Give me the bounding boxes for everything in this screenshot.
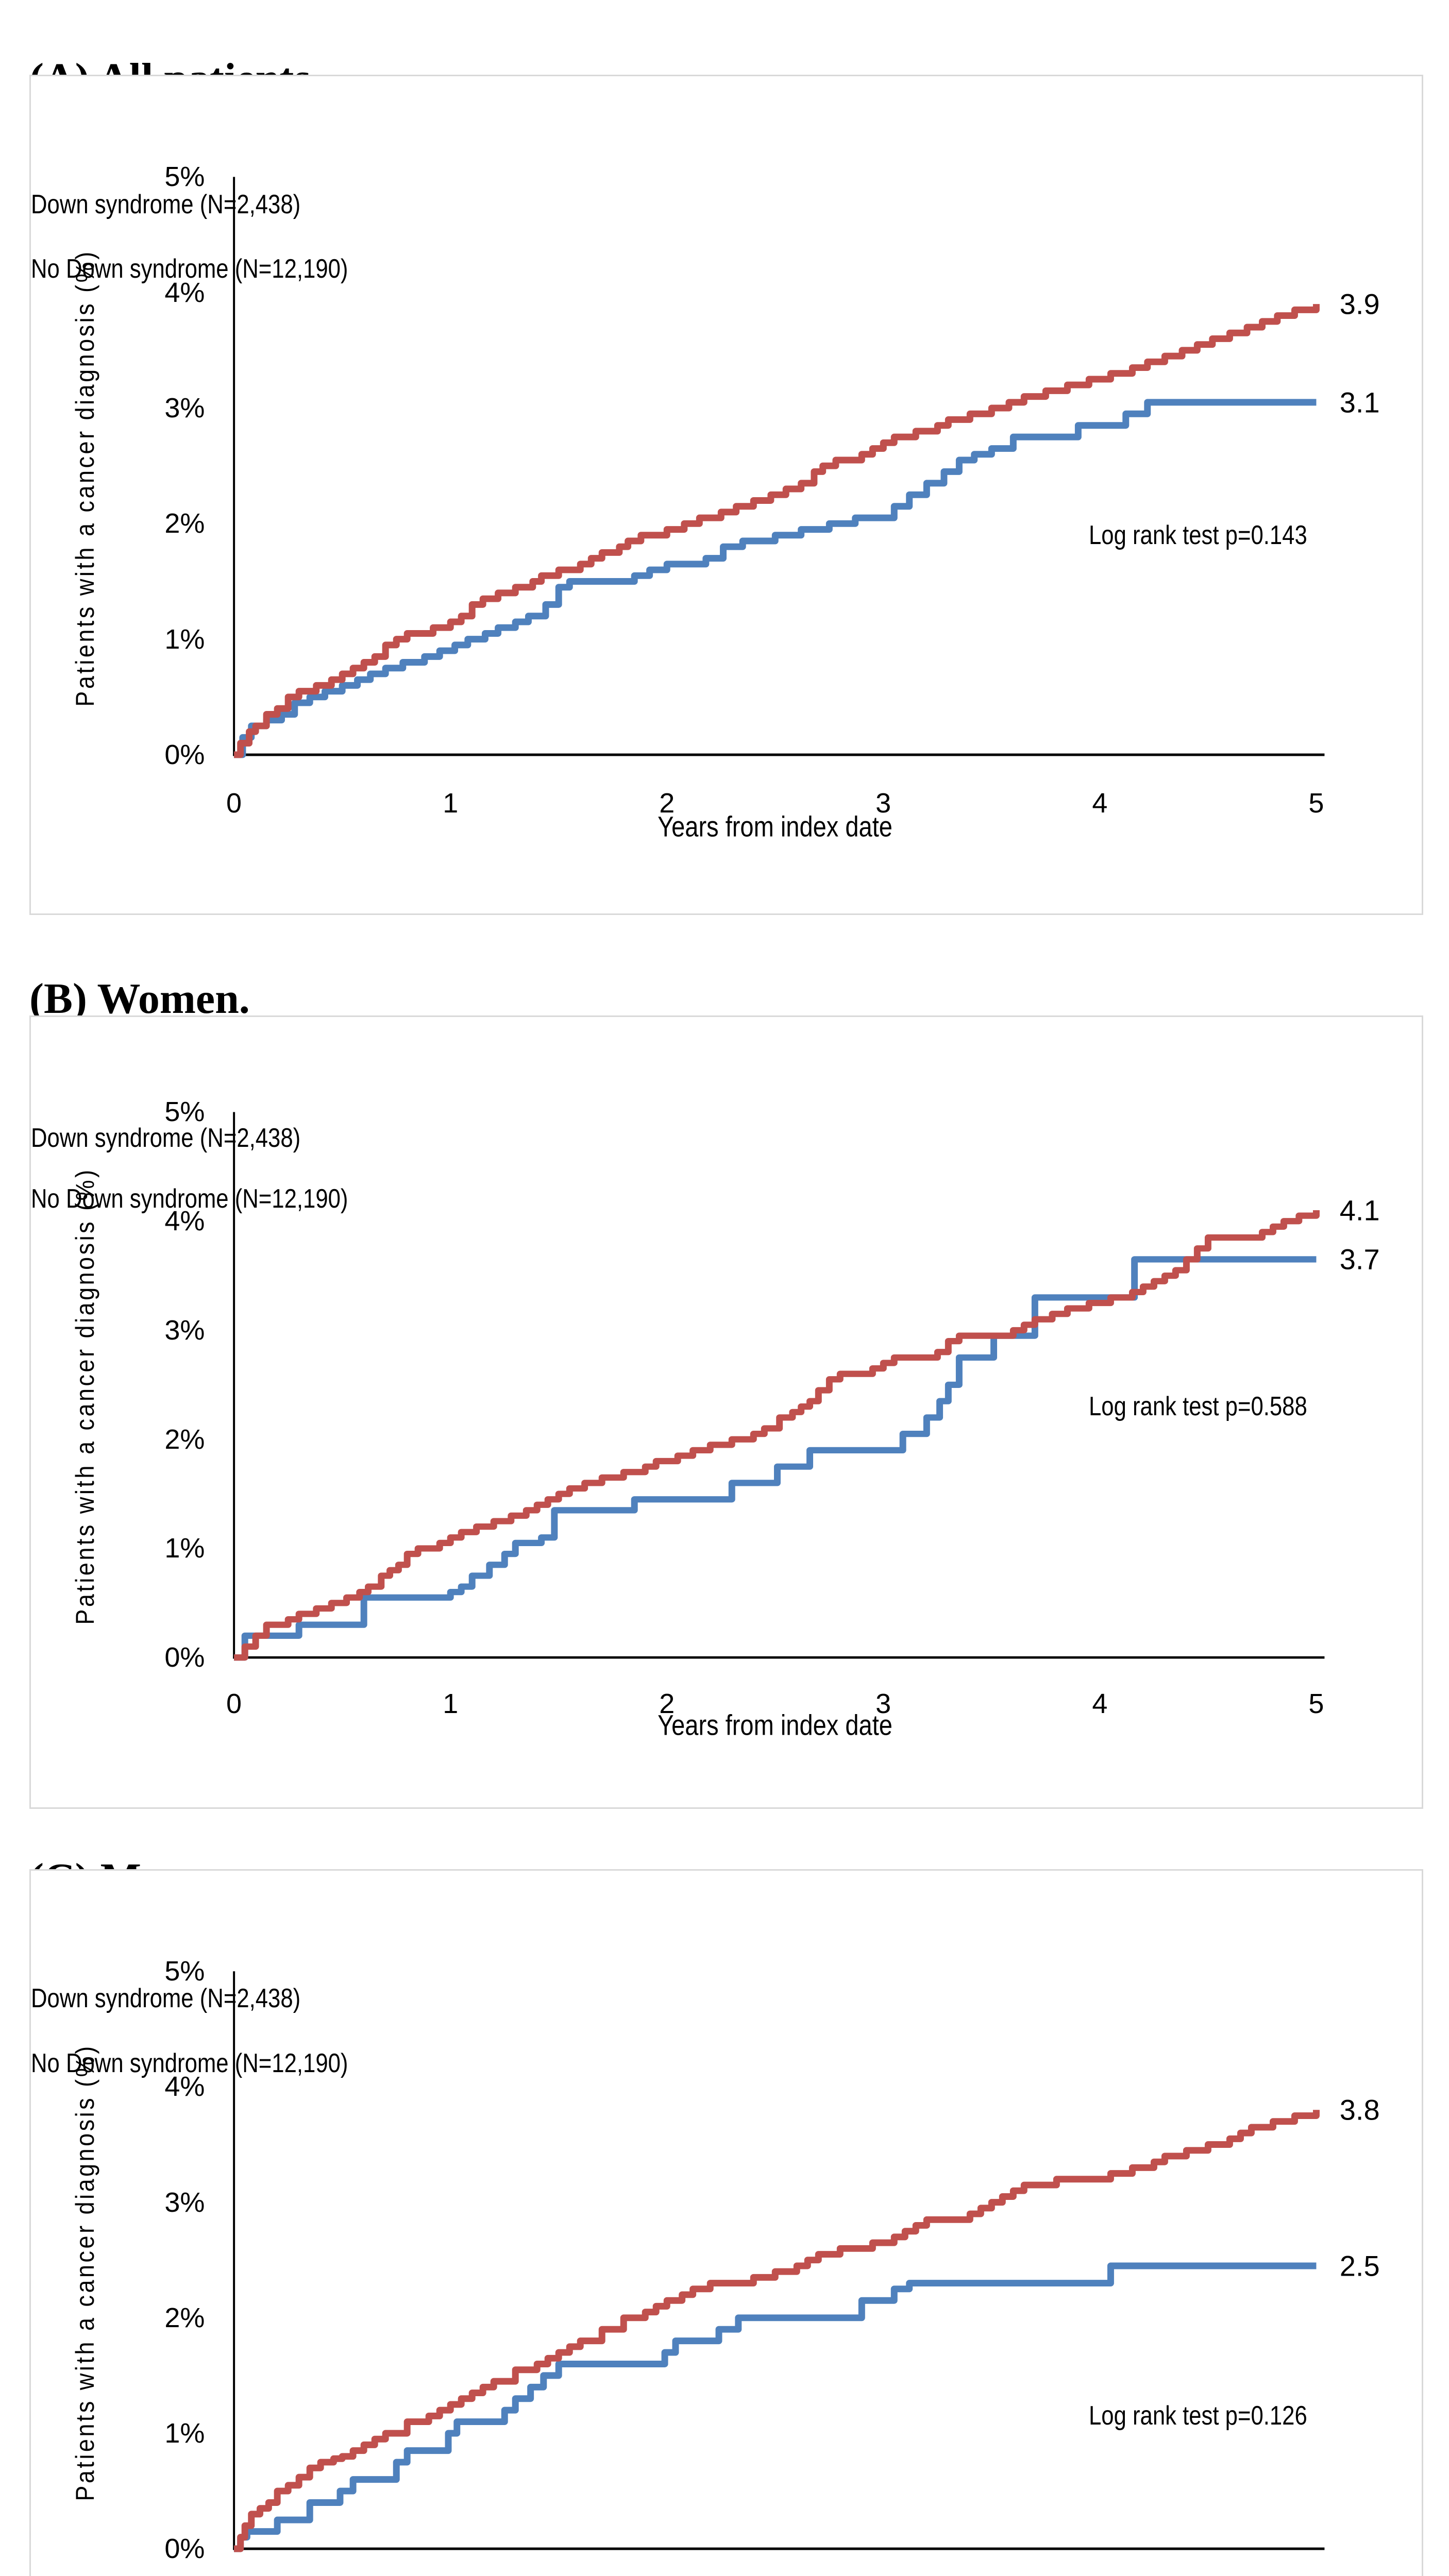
y-tick-label: 0% (164, 2533, 205, 2565)
x-tick-label: 2 (659, 787, 675, 819)
y-tick-label: 1% (164, 2417, 205, 2449)
y-tick-label: 2% (164, 2302, 205, 2333)
x-axis-title: Years from index date (658, 810, 892, 843)
x-tick-label: 3 (875, 1688, 891, 1720)
series-line-down-syndrome (234, 1256, 1317, 1661)
series-line-down-syndrome (234, 399, 1317, 758)
y-tick-label: 5% (164, 161, 205, 193)
x-tick-label: 4 (1092, 787, 1108, 819)
x-tick-label: 2 (659, 1688, 675, 1720)
x-axis-title: Years from index date (658, 1708, 892, 1741)
y-tick-label: 2% (164, 1423, 205, 1455)
y-tick-label: 3% (164, 392, 205, 423)
x-tick-label: 5 (1308, 787, 1324, 819)
x-tick-label: 0 (226, 1688, 242, 1720)
x-tick-label: 3 (875, 787, 891, 819)
legend-label-down-syndrome: Down syndrome (N=2,438) (31, 1123, 301, 1153)
curves-svg (233, 1112, 1325, 1661)
y-tick-label: 4% (164, 1206, 205, 1237)
panel-a: Patients with a cancer diagnosis (%) 0% … (29, 75, 1423, 915)
legend-label-no-down-syndrome: No Down syndrome (N=12,190) (31, 253, 348, 284)
end-label-down-syndrome: 3.7 (1339, 1243, 1380, 1276)
panel-b: Patients with a cancer diagnosis (%) 0% … (29, 1015, 1423, 1809)
y-tick-label: 4% (164, 277, 205, 308)
end-label-down-syndrome: 3.1 (1339, 386, 1380, 419)
y-tick-label: 2% (164, 508, 205, 539)
y-tick-label: 0% (164, 739, 205, 770)
series-line-down-syndrome (234, 2262, 1317, 2552)
legend-label-down-syndrome: Down syndrome (N=2,438) (31, 189, 301, 219)
y-tick-label: 5% (164, 1956, 205, 1987)
y-tick-label: 4% (164, 2071, 205, 2103)
log-rank-annotation: Log rank test p=0.126 (1089, 2401, 1308, 2431)
log-rank-annotation: Log rank test p=0.588 (1089, 1392, 1308, 1422)
legend-label-no-down-syndrome: No Down syndrome (N=12,190) (31, 1183, 348, 1214)
end-label-down-syndrome: 2.5 (1339, 2249, 1380, 2282)
y-tick-label: 1% (164, 1533, 205, 1564)
y-tick-label: 3% (164, 1314, 205, 1346)
series-line-no-down-syndrome (234, 1210, 1320, 1661)
series-line-no-down-syndrome (234, 304, 1320, 758)
panel-c: Patients with a cancer diagnosis (%) 0% … (29, 1869, 1423, 2576)
y-tick-label: 1% (164, 623, 205, 655)
curves-svg (233, 177, 1325, 758)
y-tick-label: 0% (164, 1642, 205, 1673)
y-tick-label: 3% (164, 2187, 205, 2218)
end-label-no-down-syndrome: 4.1 (1339, 1194, 1380, 1227)
end-label-no-down-syndrome: 3.9 (1339, 287, 1380, 320)
log-rank-annotation: Log rank test p=0.143 (1089, 520, 1308, 550)
x-tick-label: 1 (443, 787, 459, 819)
x-tick-label: 1 (443, 1688, 459, 1720)
legend-label-no-down-syndrome: No Down syndrome (N=12,190) (31, 2048, 348, 2078)
x-tick-label: 4 (1092, 1688, 1108, 1720)
x-tick-label: 0 (226, 787, 242, 819)
x-tick-label: 5 (1308, 1688, 1324, 1720)
curves-svg (233, 1971, 1325, 2552)
end-label-no-down-syndrome: 3.8 (1339, 2093, 1380, 2126)
panel-b-title: (B) Women. (29, 974, 250, 1023)
series-line-no-down-syndrome (234, 2110, 1320, 2552)
legend-label-down-syndrome: Down syndrome (N=2,438) (31, 1984, 301, 2014)
y-tick-label: 5% (164, 1096, 205, 1128)
